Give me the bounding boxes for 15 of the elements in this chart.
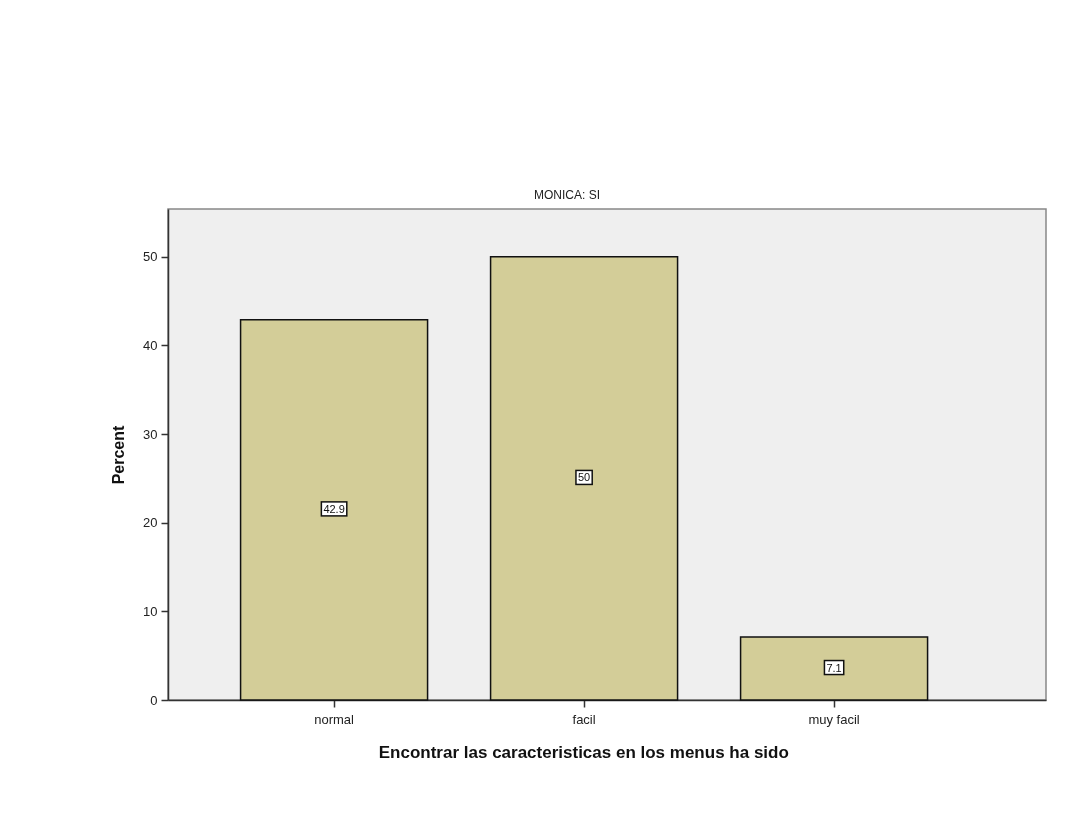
chart-title: MONICA: SI [533, 188, 601, 202]
bar [489, 256, 679, 701]
y-tick-label: 50 [143, 249, 158, 265]
y-tick-label: 40 [143, 337, 158, 353]
x-tick-label: normal [314, 711, 355, 727]
x-tick-label: facil [572, 711, 596, 727]
y-tick-label: 30 [143, 426, 158, 442]
x-axis-title: Encontrar las caracteristicas en los menus ha sido [378, 742, 789, 762]
bar [739, 636, 929, 701]
bar [239, 319, 429, 701]
x-tick-label: muy facil [808, 711, 860, 727]
y-tick-label: 0 [150, 692, 158, 708]
y-tick-label: 20 [143, 515, 158, 531]
y-axis-title: Percent [110, 424, 128, 485]
y-tick-label: 10 [143, 603, 158, 619]
